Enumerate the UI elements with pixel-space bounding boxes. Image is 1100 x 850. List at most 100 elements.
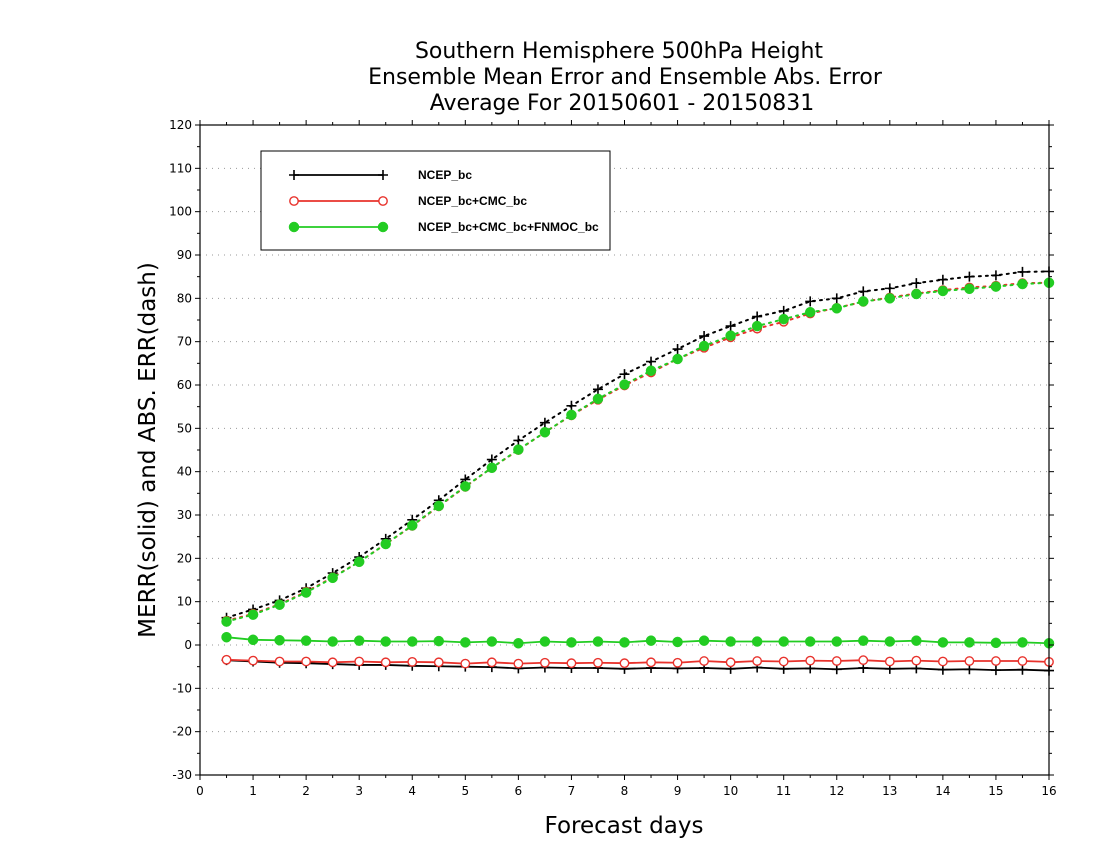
data-point <box>592 636 604 647</box>
chart-title: Southern Hemisphere 500hPa Height Ensemb… <box>368 39 883 116</box>
data-point <box>513 658 524 669</box>
data-point <box>221 631 232 643</box>
abs-err-line <box>225 281 1050 622</box>
data-point <box>433 657 444 668</box>
data-point <box>619 369 630 380</box>
data-point <box>566 400 577 411</box>
data-point <box>378 196 388 206</box>
data-point <box>407 520 418 531</box>
x-tick-label: 16 <box>1041 784 1056 798</box>
abs-err-line <box>225 270 1050 619</box>
data-point <box>699 331 710 342</box>
data-point <box>858 296 869 307</box>
data-point <box>433 500 445 512</box>
x-tick-label: 12 <box>829 784 844 798</box>
data-point <box>274 656 285 667</box>
data-point <box>964 656 975 666</box>
data-point <box>645 635 657 646</box>
data-point <box>698 340 710 352</box>
data-point <box>433 635 445 647</box>
y-axis-label: MERR(solid) and ABS. ERR(dash) <box>135 262 161 638</box>
chart-title-line-2: Ensemble Mean Error and Ensemble Abs. Er… <box>368 65 883 90</box>
data-point <box>486 657 497 668</box>
data-point <box>513 444 524 455</box>
series <box>221 277 1055 649</box>
y-tick-label: 30 <box>177 508 192 522</box>
legend: NCEP_bc NCEP_bc+CMC_bc NCEP_bc+CMC_bc+FNMO… <box>260 150 611 251</box>
data-point <box>460 658 471 669</box>
data-point <box>377 221 389 233</box>
data-point <box>937 656 948 667</box>
data-point <box>513 435 524 446</box>
y-tick-label: -20 <box>172 725 192 739</box>
data-point <box>353 635 365 646</box>
data-point <box>327 572 338 584</box>
data-point <box>646 356 657 367</box>
y-tick-label: 110 <box>169 161 192 175</box>
data-point <box>221 654 232 665</box>
data-point <box>301 656 312 667</box>
legend-entry: NCEP_bc+CMC_bc <box>289 194 527 208</box>
data-point <box>646 657 656 668</box>
data-point <box>672 344 683 355</box>
data-point <box>725 330 736 341</box>
data-point <box>300 587 312 598</box>
data-point <box>672 657 683 668</box>
data-point <box>380 657 391 668</box>
merr-line <box>226 636 1050 645</box>
data-point <box>725 321 736 332</box>
data-point <box>539 636 551 647</box>
data-point <box>327 657 338 668</box>
data-point <box>831 656 842 666</box>
data-point <box>698 635 710 646</box>
data-point <box>964 283 975 295</box>
data-point <box>247 609 259 620</box>
data-point <box>725 636 736 647</box>
x-tick-label: 1 <box>249 784 257 798</box>
x-tick-label: 11 <box>776 784 791 798</box>
data-point <box>778 313 789 325</box>
data-point <box>274 599 285 610</box>
data-point <box>751 320 763 332</box>
data-point <box>566 409 577 421</box>
y-tick-label: 50 <box>177 421 192 435</box>
data-point <box>991 656 1001 666</box>
data-point <box>289 196 299 206</box>
data-point <box>831 664 842 675</box>
y-tick-label: 70 <box>177 335 192 349</box>
y-axis-ticks: -30 -20 -10 0 10 20 30 40 50 60 70 80 90 100 110 120 <box>169 118 1054 782</box>
data-point <box>911 635 922 646</box>
plot-area <box>221 266 1055 676</box>
data-point <box>247 634 259 646</box>
data-point <box>539 426 551 438</box>
data-point <box>751 636 763 647</box>
data-point <box>1017 637 1028 648</box>
abs-err-line <box>225 281 1050 623</box>
y-tick-label: 60 <box>177 378 192 392</box>
y-tick-label: 20 <box>177 551 192 565</box>
y-tick-label: 0 <box>184 638 192 652</box>
data-point <box>300 635 312 646</box>
data-point <box>566 637 577 648</box>
data-point <box>1017 278 1028 290</box>
chart-title-line-3: Average For 20150601 - 20150831 <box>430 91 815 116</box>
series <box>221 266 1054 676</box>
data-point <box>486 636 498 647</box>
data-point <box>327 636 338 647</box>
data-point <box>486 462 498 474</box>
data-point <box>566 658 577 669</box>
data-point <box>407 636 418 647</box>
x-axis-ticks: 0 1 2 3 4 5 6 7 8 9 10 11 12 13 14 15 16 <box>196 120 1057 798</box>
data-point <box>672 636 683 648</box>
data-point <box>289 170 299 180</box>
series <box>221 277 1054 669</box>
data-point <box>353 556 365 568</box>
data-point <box>778 636 789 647</box>
data-point <box>274 634 285 646</box>
data-point <box>778 656 789 667</box>
data-point <box>539 417 550 428</box>
data-point <box>964 271 975 282</box>
data-point <box>831 303 842 314</box>
x-tick-label: 5 <box>461 784 469 798</box>
